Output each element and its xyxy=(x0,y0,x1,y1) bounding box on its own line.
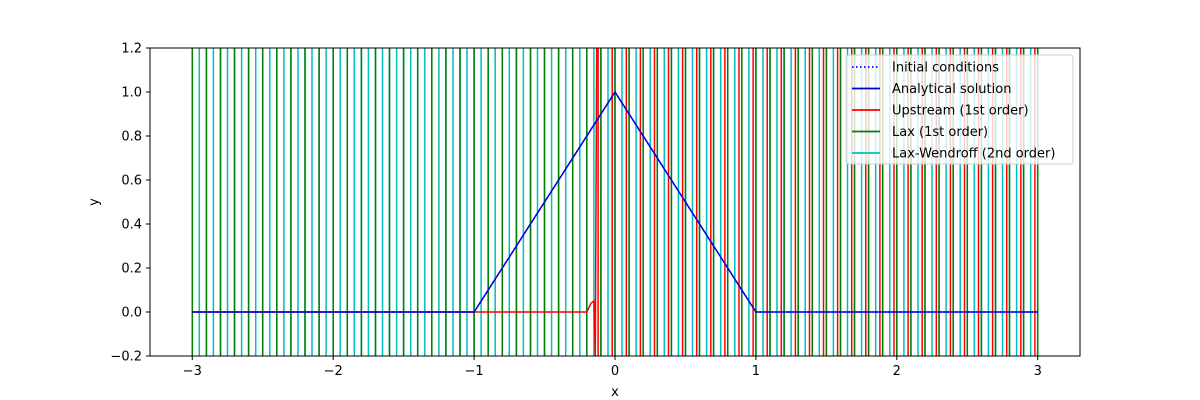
x-tick-label: −3 xyxy=(183,364,202,379)
y-tick-label: 1.2 xyxy=(121,42,142,57)
x-tick-label: 1 xyxy=(752,364,760,379)
y-tick-label: 1.0 xyxy=(121,86,142,101)
y-tick-label: 0.4 xyxy=(121,218,142,233)
legend-entry-label: Upstream (1st order) xyxy=(892,104,1029,119)
x-tick-label: 0 xyxy=(611,364,619,379)
series-2-line xyxy=(192,48,598,356)
x-tick-label: −1 xyxy=(465,364,484,379)
series-1-line xyxy=(192,90,1038,313)
y-tick-label: 0.0 xyxy=(121,306,142,321)
y-axis-ticks: −0.2 0.0 0.2 0.4 0.6 0.8 1.0 1.2 xyxy=(110,42,150,365)
x-tick-label: −2 xyxy=(324,364,343,379)
y-tick-label: 0.2 xyxy=(121,262,142,277)
x-tick-label: 2 xyxy=(893,364,901,379)
legend-entry-label: Lax-Wendroff (2nd order) xyxy=(892,147,1055,162)
y-tick-label: −0.2 xyxy=(110,350,142,365)
legend-box xyxy=(845,54,1074,165)
legend-entry-label: Initial conditions xyxy=(892,61,999,76)
x-axis-label: x xyxy=(611,385,619,400)
y-tick-label: 0.8 xyxy=(121,130,142,145)
y-axis-label: y xyxy=(87,198,102,206)
legend: Initial conditions Analytical solution Ups… xyxy=(845,54,1074,165)
x-tick-label: 3 xyxy=(1034,364,1042,379)
legend-entry-label: Analytical solution xyxy=(892,82,1011,97)
legend-entry-label: Lax (1st order) xyxy=(892,125,988,140)
y-tick-label: 0.6 xyxy=(121,174,142,189)
x-axis-ticks: −3 −2 −1 0 1 2 3 xyxy=(183,356,1042,379)
